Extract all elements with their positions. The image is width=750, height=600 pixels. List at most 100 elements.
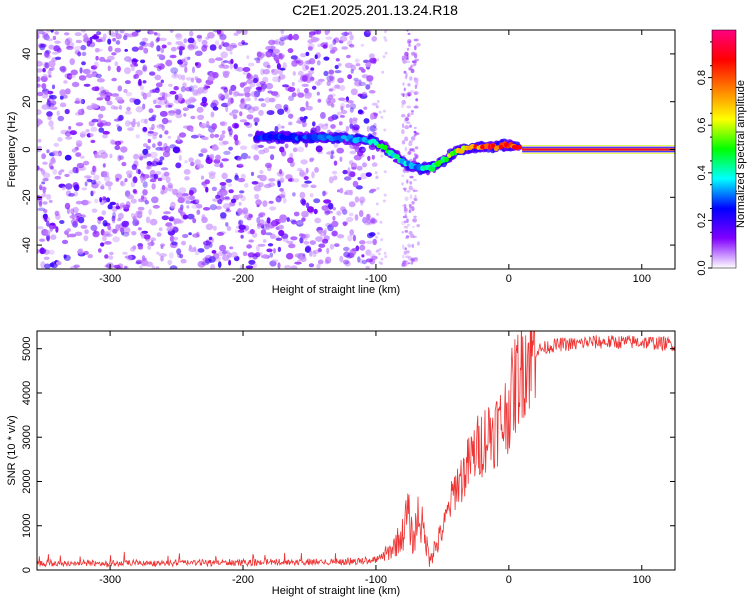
noise-blob: [354, 58, 360, 63]
noise-blob: [286, 240, 294, 244]
noise-blob: [239, 111, 243, 117]
noise-blob: [349, 117, 353, 125]
noise-blob: [412, 226, 415, 228]
noise-blob: [359, 258, 364, 264]
noise-blob: [158, 227, 163, 232]
noise-blob: [383, 36, 387, 40]
noise-blob: [404, 117, 409, 122]
noise-blob: [91, 208, 98, 213]
noise-blob: [45, 234, 51, 241]
noise-blob: [201, 136, 209, 141]
noise-blob: [102, 196, 107, 201]
noise-blob: [314, 167, 319, 173]
noise-blob: [154, 74, 162, 81]
heatmap-y-tick-label: 20: [21, 96, 33, 108]
noise-blob: [320, 112, 326, 119]
noise-blob: [202, 257, 210, 262]
noise-blob: [374, 127, 378, 131]
noise-blob: [228, 259, 232, 266]
noise-blob: [303, 60, 308, 67]
noise-blob: [372, 131, 377, 135]
noise-blob: [350, 69, 354, 74]
noise-blob: [349, 229, 355, 236]
noise-blob: [188, 96, 196, 104]
noise-blob: [348, 201, 356, 208]
noise-blob: [209, 133, 215, 139]
noise-blob: [44, 215, 48, 223]
noise-blob: [365, 240, 373, 245]
noise-blob: [96, 78, 105, 83]
noise-blob: [219, 164, 224, 168]
noise-blob: [116, 202, 119, 210]
noise-blob: [305, 65, 310, 70]
noise-blob: [257, 144, 264, 148]
noise-blob: [350, 88, 358, 96]
noise-blob: [336, 147, 345, 154]
noise-blob: [303, 116, 308, 120]
noise-blob: [214, 163, 220, 168]
noise-blob: [365, 30, 372, 34]
noise-blob: [316, 60, 321, 66]
noise-blob: [402, 262, 408, 267]
noise-blob: [113, 264, 121, 269]
noise-blob: [137, 206, 145, 211]
noise-blob: [182, 214, 189, 220]
noise-blob: [119, 155, 124, 161]
noise-blob: [214, 134, 220, 138]
noise-blob: [253, 154, 260, 161]
noise-blob: [194, 159, 201, 166]
noise-blob: [404, 230, 409, 233]
noise-blob: [242, 30, 248, 35]
noise-blob: [356, 165, 363, 171]
noise-blob: [186, 195, 192, 199]
noise-blob: [401, 58, 404, 61]
noise-blob: [89, 190, 96, 195]
noise-blob: [406, 105, 412, 109]
noise-blob: [403, 209, 408, 214]
noise-blob: [108, 255, 114, 260]
noise-blob: [49, 100, 57, 106]
noise-blob: [144, 118, 148, 125]
noise-blob: [183, 169, 191, 175]
noise-blob: [401, 182, 404, 186]
noise-blob: [53, 152, 61, 157]
noise-blob: [268, 97, 276, 103]
colorbar-tick-label: 0.0: [696, 260, 708, 275]
noise-blob: [403, 225, 409, 229]
noise-blob: [196, 34, 203, 39]
noise-blob: [90, 139, 96, 144]
noise-blob: [45, 30, 52, 33]
noise-blob: [84, 229, 89, 235]
noise-blob: [155, 146, 163, 151]
noise-blob: [260, 229, 267, 236]
noise-blob: [37, 60, 43, 67]
noise-blob: [413, 126, 417, 130]
noise-blob: [102, 235, 107, 242]
noise-blob: [401, 140, 406, 145]
noise-blob: [180, 258, 187, 264]
noise-blob: [79, 155, 85, 159]
noise-blob: [310, 67, 315, 71]
noise-blob: [376, 232, 380, 235]
noise-blob: [251, 144, 259, 150]
noise-blob: [142, 148, 149, 156]
noise-blob: [61, 239, 69, 245]
noise-blob: [416, 224, 421, 228]
noise-blob: [405, 60, 411, 64]
noise-blob: [40, 169, 46, 175]
noise-blob: [329, 49, 336, 54]
noise-blob: [114, 145, 121, 151]
noise-blob: [380, 257, 384, 261]
noise-blob: [46, 149, 50, 154]
noise-blob: [248, 259, 256, 265]
noise-blob: [339, 156, 343, 162]
noise-blob: [165, 222, 173, 227]
noise-blob: [84, 200, 92, 205]
noise-blob: [155, 266, 160, 269]
noise-blob: [61, 186, 66, 191]
noise-blob: [137, 243, 144, 248]
noise-blob: [114, 140, 122, 146]
noise-blob: [184, 176, 190, 181]
noise-blob: [361, 254, 365, 258]
noise-blob: [266, 110, 275, 116]
